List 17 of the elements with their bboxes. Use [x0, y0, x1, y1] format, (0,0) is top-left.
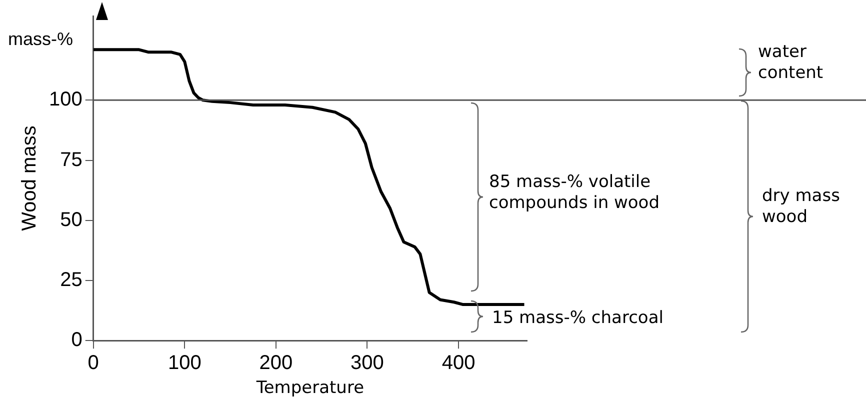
text: water content — [758, 42, 824, 84]
y-tick-label: 50 — [60, 208, 82, 231]
annotation: 15 mass-% charcoal — [492, 308, 664, 330]
y-axis-title: Wood mass — [18, 126, 41, 231]
y-tick-label: 100 — [48, 88, 82, 111]
y-tick-label: 75 — [60, 148, 82, 171]
y-tick-label: 0 — [71, 329, 82, 352]
y-tick-label: 25 — [60, 269, 82, 292]
annotation: 85 mass-% volatile compounds in wood — [489, 172, 660, 214]
x-tick-label: 300 — [350, 352, 384, 374]
x-tick-label: 0 — [88, 352, 99, 374]
x-tick-label: 400 — [442, 352, 476, 374]
text: mass-% — [8, 28, 74, 50]
x-tick-label: 100 — [168, 352, 202, 374]
x-axis-title: Temperature — [255, 378, 364, 398]
text: dry mass wood — [762, 186, 841, 228]
x-tick-label: 200 — [259, 352, 293, 374]
